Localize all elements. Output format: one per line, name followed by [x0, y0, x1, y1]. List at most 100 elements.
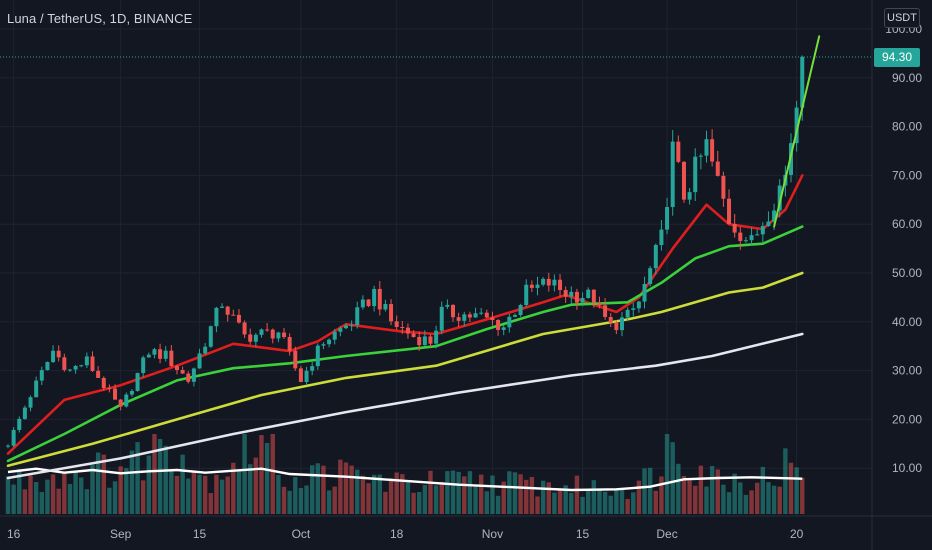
candle-body	[794, 107, 799, 144]
candle-body	[355, 307, 360, 326]
time-axis[interactable]: 16 Sep 15 Oct 18 Nov 15 Dec 20	[7, 527, 804, 541]
volume-bar	[208, 493, 213, 514]
volume-bar	[366, 483, 371, 514]
candle-body	[563, 290, 568, 297]
volume-bar	[411, 492, 416, 514]
volume-bar	[484, 491, 490, 514]
candle-body	[315, 345, 320, 367]
time-tick-label: 18	[390, 527, 404, 541]
volume-bar	[490, 475, 495, 514]
candle-body	[214, 307, 219, 327]
volume-bar	[664, 434, 670, 514]
candle-body	[648, 268, 653, 284]
volume-bar	[614, 490, 619, 514]
volume-bar	[73, 471, 78, 514]
candle-body	[90, 356, 95, 371]
volume-bar	[259, 435, 264, 514]
candle-body	[372, 288, 377, 307]
candle-body	[180, 370, 185, 374]
volume-bar	[405, 479, 411, 514]
candle-body	[191, 368, 196, 382]
currency-unit-button[interactable]: USDT	[884, 8, 920, 28]
price-tick-label: 70.00	[892, 168, 922, 182]
volume-bar	[270, 434, 275, 514]
volume-bar	[760, 466, 766, 514]
volume-bar	[715, 469, 720, 514]
volume-bar	[180, 454, 185, 514]
candle-body	[220, 306, 225, 308]
candle-body	[338, 328, 343, 332]
volume-bar	[135, 442, 140, 514]
candle-body	[760, 225, 765, 235]
volume-bar	[56, 488, 61, 514]
candle-body	[603, 305, 608, 317]
volume-bar	[676, 463, 681, 514]
volume-bar	[428, 470, 433, 514]
price-tick-label: 50.00	[892, 266, 922, 280]
trend-line-line	[773, 35, 821, 228]
volume-bar	[647, 467, 653, 514]
candle-body	[558, 279, 563, 291]
candle-body	[462, 314, 467, 321]
volume-bar	[79, 477, 84, 514]
volume-bar	[535, 496, 540, 514]
price-tick-label: 60.00	[892, 217, 922, 231]
volume-bar	[28, 475, 33, 514]
candle-body	[377, 288, 382, 310]
candle-body	[141, 357, 146, 374]
volume-bar	[388, 478, 394, 514]
candle-body	[704, 139, 709, 156]
volume-bar	[5, 476, 11, 514]
candle-body	[518, 304, 523, 316]
volume-bar	[332, 486, 337, 514]
candle-body	[158, 349, 163, 359]
volume-ma-line	[7, 467, 803, 492]
candle-body	[445, 304, 450, 307]
candle-body	[113, 388, 118, 400]
candle-body	[496, 320, 501, 330]
volume-bar	[540, 480, 546, 514]
candle-body	[349, 325, 354, 327]
trend-line	[773, 35, 821, 228]
candle-body	[451, 304, 456, 318]
candle-body	[777, 185, 782, 211]
price-tick-label: 30.00	[892, 364, 922, 378]
candle-body	[28, 397, 33, 408]
volume-bar	[253, 457, 259, 514]
volume-bar	[743, 494, 749, 514]
volume-bar	[574, 475, 580, 514]
volume-bar	[377, 474, 382, 514]
volume-bar	[709, 465, 715, 514]
candle-body	[569, 291, 574, 297]
candle-body	[124, 394, 129, 407]
candle-body	[79, 365, 84, 367]
price-tick-label: 40.00	[892, 315, 922, 329]
volume-bar	[552, 492, 557, 514]
volume-bar	[231, 462, 236, 514]
volume-bar	[315, 463, 321, 514]
volume-bar	[473, 486, 478, 514]
volume-bar	[287, 490, 292, 514]
candle-body	[524, 284, 529, 305]
volume-bar	[721, 484, 726, 514]
candle-body	[265, 329, 270, 331]
volume-bar	[118, 466, 123, 514]
candle-body	[484, 312, 489, 318]
candle-body	[535, 284, 540, 288]
candle-body	[310, 366, 315, 371]
volume-bar	[191, 472, 197, 514]
candle-body	[231, 314, 236, 316]
candle-body	[174, 366, 179, 371]
candle-body	[743, 240, 748, 242]
volume-bar	[450, 470, 456, 514]
volume-bar	[50, 474, 56, 514]
volume-bar	[417, 492, 422, 514]
volume-bar	[400, 474, 405, 514]
candle-body	[541, 278, 546, 285]
price-axis[interactable]: 10.00 20.00 30.00 40.00 50.00 60.00 70.00 80.00…	[885, 22, 922, 475]
candle-body	[259, 329, 264, 335]
candle-body	[203, 346, 208, 354]
volume-bar	[518, 474, 523, 514]
volume-bar	[225, 476, 230, 514]
